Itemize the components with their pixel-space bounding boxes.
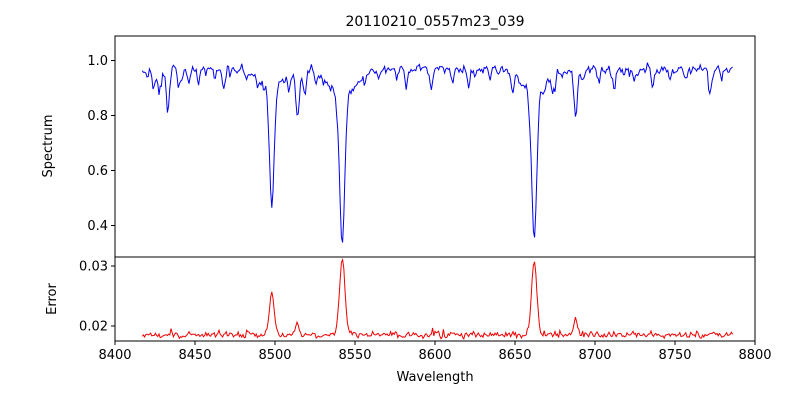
chart-title: 20110210_0557m23_039 xyxy=(345,14,524,30)
spectrum-y-tick-label: 0.8 xyxy=(87,109,108,124)
x-axis-label: Wavelength xyxy=(396,370,473,385)
x-tick-label: 8650 xyxy=(498,348,531,363)
plot-generated-content: 0.4 0.6 0.8 1.0 0.02 0.03 8400 8450 8500 8550 8600… xyxy=(79,35,772,363)
error-curve xyxy=(141,257,734,340)
error-y-axis-label: Error xyxy=(45,283,60,315)
error-y-tick-label: 0.03 xyxy=(79,260,108,275)
x-tick-label: 8450 xyxy=(178,348,211,363)
x-tick-label: 8400 xyxy=(98,348,131,363)
error-y-tick-label: 0.02 xyxy=(79,320,108,335)
spectrum-curve xyxy=(141,62,733,243)
spectrum-y-axis-label: Spectrum xyxy=(41,115,56,178)
x-tick-label: 8800 xyxy=(738,348,771,363)
x-tick-label: 8750 xyxy=(658,348,691,363)
x-tick-label: 8500 xyxy=(258,348,291,363)
x-tick-label: 8600 xyxy=(418,348,451,363)
x-tick-label: 8700 xyxy=(578,348,611,363)
error-panel-border xyxy=(114,256,756,342)
spectrum-y-tick-label: 0.4 xyxy=(87,219,108,234)
x-tick-label: 8550 xyxy=(338,348,371,363)
spectrum-y-tick-label: 1.0 xyxy=(87,54,108,69)
spectrum-y-tick-label: 0.6 xyxy=(87,164,108,179)
